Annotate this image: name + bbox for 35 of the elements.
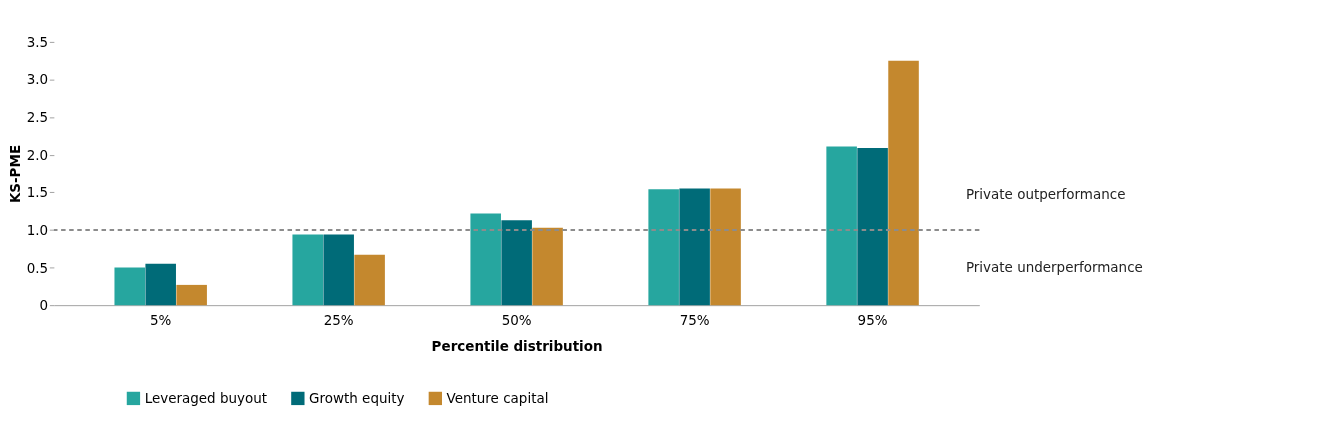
x-tick-label: 25% xyxy=(323,312,354,329)
bar xyxy=(470,213,501,306)
bar xyxy=(501,220,532,306)
bar xyxy=(888,60,919,306)
bar xyxy=(176,284,207,306)
legend-label: Growth equity xyxy=(309,389,405,406)
x-tick-label: 95% xyxy=(857,312,888,329)
x-tick-label: 50% xyxy=(501,312,532,329)
bar xyxy=(857,148,888,306)
bar xyxy=(323,234,354,306)
legend-label: Venture capital xyxy=(446,389,549,406)
annotation: Private underperformance xyxy=(965,259,1143,276)
bar xyxy=(532,227,563,306)
bar xyxy=(648,189,679,306)
bar xyxy=(114,267,146,306)
legend-label: Leveraged buyout xyxy=(144,389,268,406)
y-tick-label: 3.0 xyxy=(26,71,49,88)
bar xyxy=(145,263,176,306)
y-axis-title: KS-PME xyxy=(7,144,24,204)
x-axis-title: Percentile distribution xyxy=(431,338,603,355)
annotation: Private outperformance xyxy=(965,185,1126,202)
y-tick-label: 3.5 xyxy=(26,33,49,50)
bar xyxy=(679,188,710,306)
bar xyxy=(710,188,741,306)
bar xyxy=(354,254,385,306)
y-tick-label: 2.5 xyxy=(26,109,49,126)
y-tick-label: 1.5 xyxy=(26,184,49,201)
y-tick-label: 2.0 xyxy=(26,146,49,163)
y-tick-label: 0.5 xyxy=(26,259,49,276)
y-tick-label: 0 xyxy=(39,297,49,314)
y-tick-label: 1.0 xyxy=(26,221,49,238)
x-tick-label: 75% xyxy=(679,312,710,329)
x-tick-label: 5% xyxy=(150,312,172,329)
bar xyxy=(826,146,857,306)
bar xyxy=(292,234,323,306)
